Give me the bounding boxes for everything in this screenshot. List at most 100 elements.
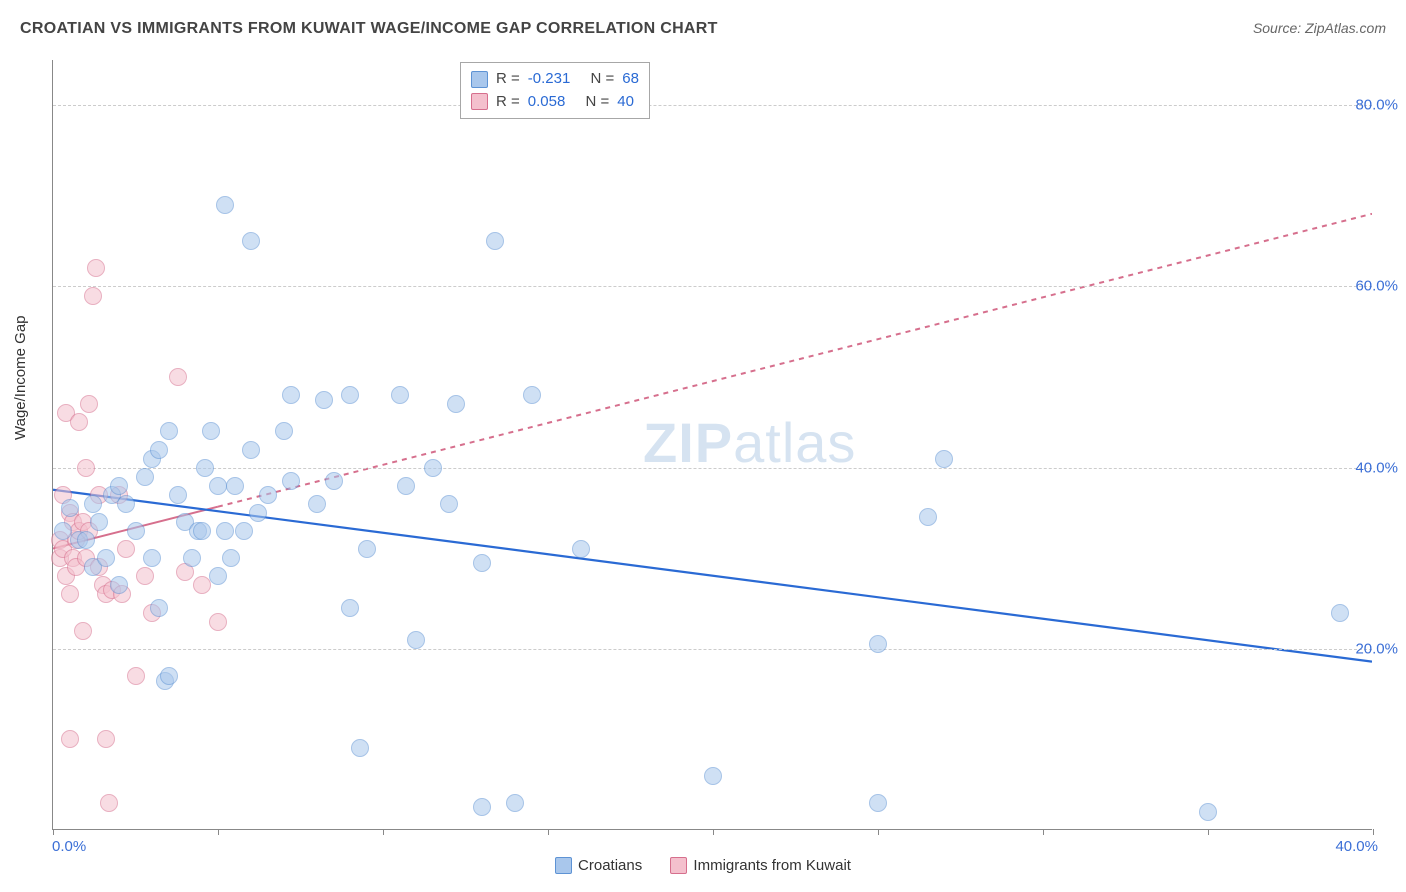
point-croatians: [282, 472, 300, 490]
point-croatians: [523, 386, 541, 404]
point-kuwait: [80, 395, 98, 413]
point-croatians: [90, 513, 108, 531]
point-kuwait: [169, 368, 187, 386]
point-croatians: [440, 495, 458, 513]
point-croatians: [150, 441, 168, 459]
watermark: ZIPatlas: [643, 410, 856, 475]
point-croatians: [275, 422, 293, 440]
gridline: [53, 649, 1372, 650]
point-croatians: [869, 794, 887, 812]
swatch-croatians-icon: [555, 857, 572, 874]
point-croatians: [136, 468, 154, 486]
y-tick-label: 60.0%: [1355, 278, 1398, 295]
x-tick: [878, 829, 879, 835]
y-tick-label: 40.0%: [1355, 459, 1398, 476]
x-tick: [53, 829, 54, 835]
point-croatians: [196, 459, 214, 477]
point-croatians: [473, 798, 491, 816]
point-croatians: [61, 499, 79, 517]
point-croatians: [160, 667, 178, 685]
x-tick: [1043, 829, 1044, 835]
point-croatians: [935, 450, 953, 468]
point-kuwait: [136, 567, 154, 585]
point-croatians: [397, 477, 415, 495]
point-croatians: [282, 386, 300, 404]
swatch-croatians: [471, 71, 488, 88]
point-croatians: [242, 441, 260, 459]
y-tick-label: 20.0%: [1355, 640, 1398, 657]
point-croatians: [704, 767, 722, 785]
legend-item-kuwait: Immigrants from Kuwait: [670, 857, 851, 874]
point-croatians: [110, 576, 128, 594]
point-kuwait: [127, 667, 145, 685]
point-croatians: [315, 391, 333, 409]
point-croatians: [193, 522, 211, 540]
point-kuwait: [100, 794, 118, 812]
point-croatians: [169, 486, 187, 504]
point-croatians: [54, 522, 72, 540]
source-label: Source: ZipAtlas.com: [1253, 20, 1386, 36]
x-tick: [383, 829, 384, 835]
x-tick: [218, 829, 219, 835]
stats-row-kuwait: R = 0.058 N = 40: [471, 91, 639, 114]
y-axis-label: Wage/Income Gap: [12, 315, 29, 440]
stats-box: R = -0.231 N = 68 R = 0.058 N = 40: [460, 62, 650, 119]
gridline: [53, 105, 1372, 106]
point-croatians: [97, 549, 115, 567]
point-croatians: [308, 495, 326, 513]
point-croatians: [341, 386, 359, 404]
legend-item-croatians: Croatians: [555, 857, 642, 874]
point-croatians: [919, 508, 937, 526]
point-croatians: [183, 549, 201, 567]
point-croatians: [235, 522, 253, 540]
point-croatians: [1331, 604, 1349, 622]
point-kuwait: [61, 730, 79, 748]
point-croatians: [351, 739, 369, 757]
point-croatians: [150, 599, 168, 617]
point-croatians: [486, 232, 504, 250]
y-tick-label: 80.0%: [1355, 97, 1398, 114]
point-croatians: [127, 522, 145, 540]
swatch-kuwait: [471, 93, 488, 110]
point-kuwait: [77, 459, 95, 477]
x-tick: [548, 829, 549, 835]
point-croatians: [209, 567, 227, 585]
point-kuwait: [84, 287, 102, 305]
x-tick: [1373, 829, 1374, 835]
x-tick: [1208, 829, 1209, 835]
point-croatians: [424, 459, 442, 477]
point-kuwait: [117, 540, 135, 558]
point-croatians: [110, 477, 128, 495]
gridline: [53, 286, 1372, 287]
point-croatians: [473, 554, 491, 572]
point-croatians: [117, 495, 135, 513]
chart-title: CROATIAN VS IMMIGRANTS FROM KUWAIT WAGE/…: [20, 20, 718, 38]
point-croatians: [222, 549, 240, 567]
point-croatians: [572, 540, 590, 558]
point-croatians: [869, 635, 887, 653]
x-tick-label-min: 0.0%: [52, 838, 86, 855]
point-croatians: [226, 477, 244, 495]
point-kuwait: [74, 622, 92, 640]
point-croatians: [202, 422, 220, 440]
scatter-plot: ZIPatlas: [52, 60, 1372, 830]
point-croatians: [358, 540, 376, 558]
point-croatians: [506, 794, 524, 812]
point-croatians: [447, 395, 465, 413]
swatch-kuwait-icon: [670, 857, 687, 874]
x-tick: [713, 829, 714, 835]
point-croatians: [242, 232, 260, 250]
point-croatians: [216, 522, 234, 540]
point-croatians: [160, 422, 178, 440]
point-kuwait: [70, 413, 88, 431]
point-kuwait: [193, 576, 211, 594]
point-croatians: [341, 599, 359, 617]
point-croatians: [84, 495, 102, 513]
bottom-legend: Croatians Immigrants from Kuwait: [0, 857, 1406, 878]
point-croatians: [1199, 803, 1217, 821]
point-croatians: [209, 477, 227, 495]
point-croatians: [216, 196, 234, 214]
gridline: [53, 468, 1372, 469]
point-kuwait: [209, 613, 227, 631]
point-croatians: [259, 486, 277, 504]
